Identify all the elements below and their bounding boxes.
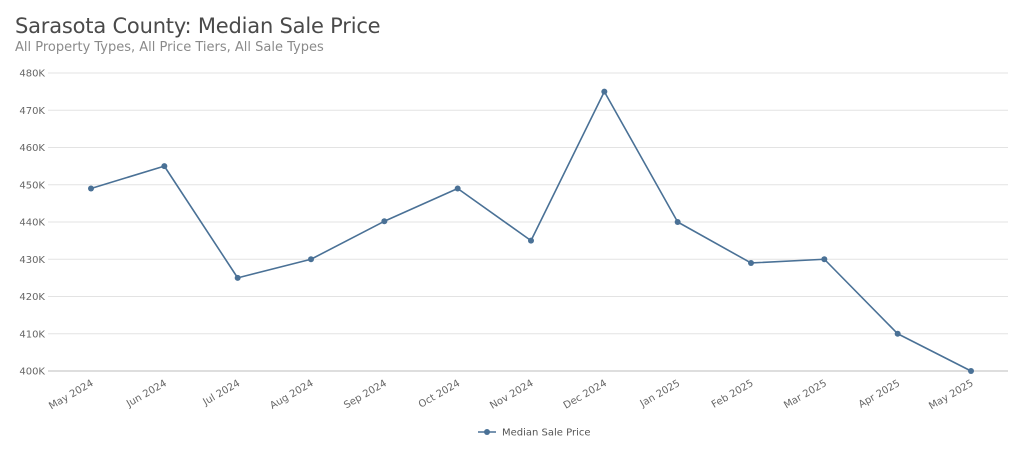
- data-point[interactable]: [234, 274, 241, 281]
- chart-title: Sarasota County: Median Sale Price: [15, 14, 381, 38]
- x-tick-label: May 2024: [47, 378, 95, 412]
- x-tick-label: Oct 2024: [417, 378, 462, 410]
- x-tick-label: Jun 2024: [124, 378, 169, 410]
- y-tick-label: 400K: [19, 367, 45, 378]
- series-layer: [88, 88, 974, 374]
- chart-subtitle: All Property Types, All Price Tiers, All…: [15, 40, 324, 55]
- x-tick-label: Apr 2025: [857, 378, 902, 410]
- data-point[interactable]: [454, 185, 461, 192]
- y-tick-label: 480K: [19, 69, 45, 80]
- x-tick-label: Sep 2024: [342, 378, 389, 411]
- data-point[interactable]: [674, 219, 681, 225]
- data-point[interactable]: [161, 163, 168, 170]
- data-point[interactable]: [601, 88, 608, 95]
- legend-marker: [484, 429, 490, 435]
- x-tick-label: Nov 2024: [488, 378, 535, 412]
- y-axis-ticks: 400K 410K 420K 430K 440K 450K 460K 470K 480K: [19, 69, 45, 378]
- data-point[interactable]: [968, 368, 974, 374]
- legend-label: Median Sale Price: [502, 428, 591, 439]
- x-tick-label: Jan 2025: [638, 378, 683, 410]
- x-tick-label: Mar 2025: [782, 378, 829, 411]
- legend[interactable]: Median Sale Price: [478, 428, 591, 439]
- y-tick-label: 430K: [19, 255, 45, 266]
- series-line: [90, 90, 972, 372]
- data-point[interactable]: [308, 256, 314, 263]
- y-tick-label: 470K: [19, 106, 45, 117]
- x-tick-label: Aug 2024: [268, 378, 315, 412]
- x-axis-ticks: May 2024 Jun 2024 Jul 2024 Aug 2024 Sep 2024…: [47, 378, 975, 412]
- y-tick-label: 460K: [19, 143, 45, 154]
- data-point[interactable]: [894, 330, 901, 337]
- y-tick-label: 410K: [19, 329, 45, 340]
- data-point[interactable]: [748, 259, 754, 266]
- gridlines: [48, 72, 1008, 372]
- y-tick-label: 440K: [19, 218, 45, 229]
- x-tick-label: Feb 2025: [710, 378, 756, 411]
- x-tick-label: Jul 2024: [201, 378, 243, 408]
- y-tick-label: 420K: [19, 292, 45, 303]
- x-tick-label: Dec 2024: [562, 378, 609, 412]
- data-point[interactable]: [528, 237, 534, 244]
- x-tick-label: May 2025: [927, 378, 975, 412]
- data-point[interactable]: [88, 185, 94, 192]
- y-tick-label: 450K: [19, 180, 45, 191]
- data-point[interactable]: [381, 218, 388, 225]
- data-point[interactable]: [821, 256, 828, 263]
